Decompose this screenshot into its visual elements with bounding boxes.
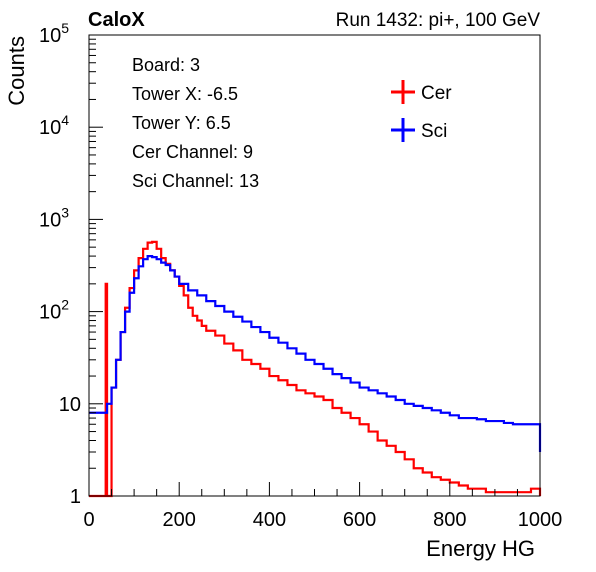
series-line-sci <box>89 254 542 453</box>
y-tick-label: 104 <box>39 112 69 139</box>
y-tick-label: 1 <box>70 486 81 508</box>
y-tick-label: 102 <box>39 297 69 324</box>
x-axis-label: Energy HG <box>426 536 535 561</box>
info-board: Board: 3 <box>132 55 200 75</box>
info-sci-channel: Sci Channel: 13 <box>132 171 259 191</box>
y-tick-label: 103 <box>39 204 69 231</box>
series-layer <box>89 240 542 498</box>
brand-title: CaloX <box>88 9 145 31</box>
legend-label-sci: Sci <box>421 121 447 142</box>
x-tick-label: 800 <box>433 509 466 531</box>
info-cer-channel: Cer Channel: 9 <box>132 142 253 162</box>
y-axis-label: Counts <box>4 36 29 106</box>
x-tick-label: 1000 <box>518 509 563 531</box>
info-tower-x: Tower X: -6.5 <box>132 84 238 104</box>
info-box-background <box>124 45 359 203</box>
y-tick-label: 10 <box>59 394 81 416</box>
info-box: Board: 3 Tower X: -6.5 Tower Y: 6.5 Cer … <box>124 45 359 203</box>
info-tower-y: Tower Y: 6.5 <box>132 113 231 133</box>
x-tick-label: 200 <box>163 509 196 531</box>
x-tick-label: 0 <box>83 509 94 531</box>
run-info: Run 1432: pi+, 100 GeV <box>336 10 541 31</box>
x-tick-label: 600 <box>343 509 376 531</box>
legend-label-cer: Cer <box>421 83 452 104</box>
axes: 0 200 400 600 800 1000 1 10 102 103 104 105 <box>39 20 562 531</box>
legend: Cer Sci <box>391 80 452 142</box>
y-tick-label: 105 <box>39 20 69 47</box>
series-line-cer <box>89 240 542 498</box>
x-tick-label: 400 <box>253 509 286 531</box>
